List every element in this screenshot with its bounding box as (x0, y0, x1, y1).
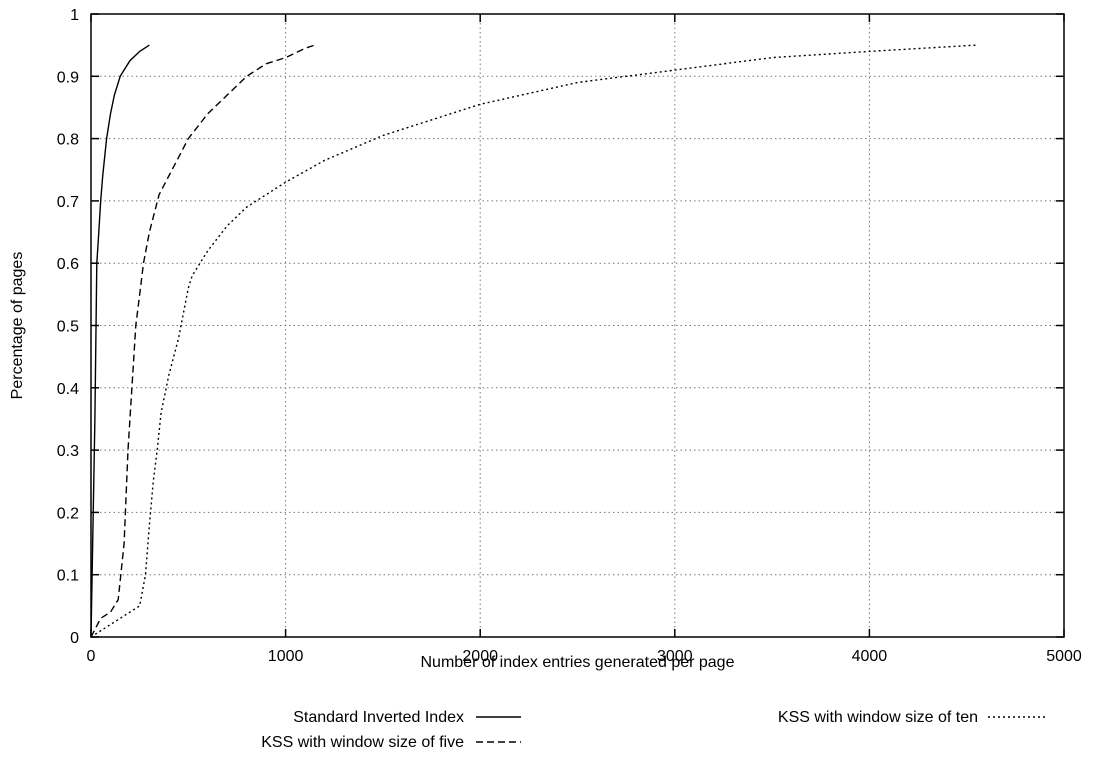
y-tick-label: 0.1 (57, 568, 79, 585)
x-axis-ticks: 0 1000 2000 3000 4000 5000 (87, 14, 1082, 665)
y-axis-label: Percentage of pages (9, 252, 26, 400)
y-tick-label: 1 (70, 7, 79, 24)
series-line-1 (90, 44, 150, 638)
x-tick-label: 1000 (268, 648, 304, 665)
y-tick-label: 0.4 (57, 381, 79, 398)
y-tick-label: 0.6 (57, 256, 79, 273)
y-tick-label: 0.3 (57, 443, 79, 460)
series-line-3 (90, 44, 977, 638)
plot-frame (90, 13, 1065, 638)
y-axis-ticks: 0 0.1 0.2 0.3 0.4 0.5 0.6 0.7 0.8 0.9 1 (57, 7, 1064, 647)
y-tick-label: 0.9 (57, 69, 79, 86)
legend-label: KSS with window size of five (261, 734, 464, 751)
series-layer (90, 44, 977, 638)
x-tick-label: 0 (87, 648, 96, 665)
y-tick-label: 0.7 (57, 194, 79, 211)
x-tick-label: 4000 (852, 648, 888, 665)
y-tick-label: 0 (70, 630, 79, 647)
x-tick-label: 5000 (1046, 648, 1082, 665)
y-tick-label: 0.2 (57, 505, 79, 522)
y-tick-label: 0.5 (57, 319, 79, 336)
x-tick-label: 3000 (657, 648, 693, 665)
x-axis-label: Number of index entries generated per pa… (421, 654, 735, 671)
series-line-2 (90, 44, 316, 638)
legend-label: KSS with window size of ten (778, 709, 978, 726)
y-tick-label: 0.8 (57, 132, 79, 149)
legend: Standard Inverted Index KSS with window s… (261, 709, 1046, 751)
x-tick-label: 2000 (462, 648, 498, 665)
legend-label: Standard Inverted Index (293, 709, 464, 726)
grid-lines (91, 14, 1064, 637)
